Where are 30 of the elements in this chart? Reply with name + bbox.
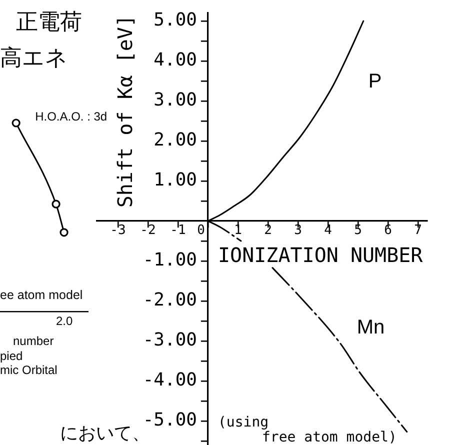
y-tick-label: -2.00: [142, 290, 197, 311]
text: 2.0: [56, 314, 73, 328]
annotation: ee atom model: [0, 288, 83, 303]
annotation: (using free atom model): [218, 414, 397, 445]
x-tick-label: 5: [354, 222, 362, 238]
x-axis-title: number: [13, 334, 54, 348]
text: 高エネ: [0, 46, 68, 72]
y-tick-label: -1.00: [142, 250, 197, 271]
y-tick-label: 3.00: [154, 90, 197, 111]
y-tick-label: -4.00: [142, 370, 197, 391]
series-label: P: [368, 70, 382, 93]
x-tick-label: -2: [140, 222, 156, 238]
text: pied: [0, 349, 23, 364]
x-tick-label: 2: [264, 222, 272, 238]
y-tick-label: 2.00: [154, 130, 197, 151]
y-tick-label: 4.00: [154, 50, 197, 71]
y-tick-label: -3.00: [142, 330, 197, 351]
y-tick-label: 1.00: [154, 170, 197, 191]
x-tick-label: 3: [294, 222, 302, 238]
text: mic Orbital: [0, 363, 58, 378]
y-axis-title: Shift of Kα [eV]: [113, 15, 138, 208]
series-label: Mn: [356, 316, 385, 338]
x-tick-label: 6: [384, 222, 392, 238]
y-tick-label: 5.00: [154, 10, 197, 31]
series-label: H.O.A.O. : 3d: [35, 109, 108, 124]
x-tick-label: -1: [170, 222, 186, 238]
x-tick-label: 0: [197, 222, 205, 238]
x-tick-label: -3: [110, 222, 126, 238]
text: 正電荷: [16, 10, 82, 36]
x-axis-title: IONIZATION NUMBER: [218, 243, 424, 267]
